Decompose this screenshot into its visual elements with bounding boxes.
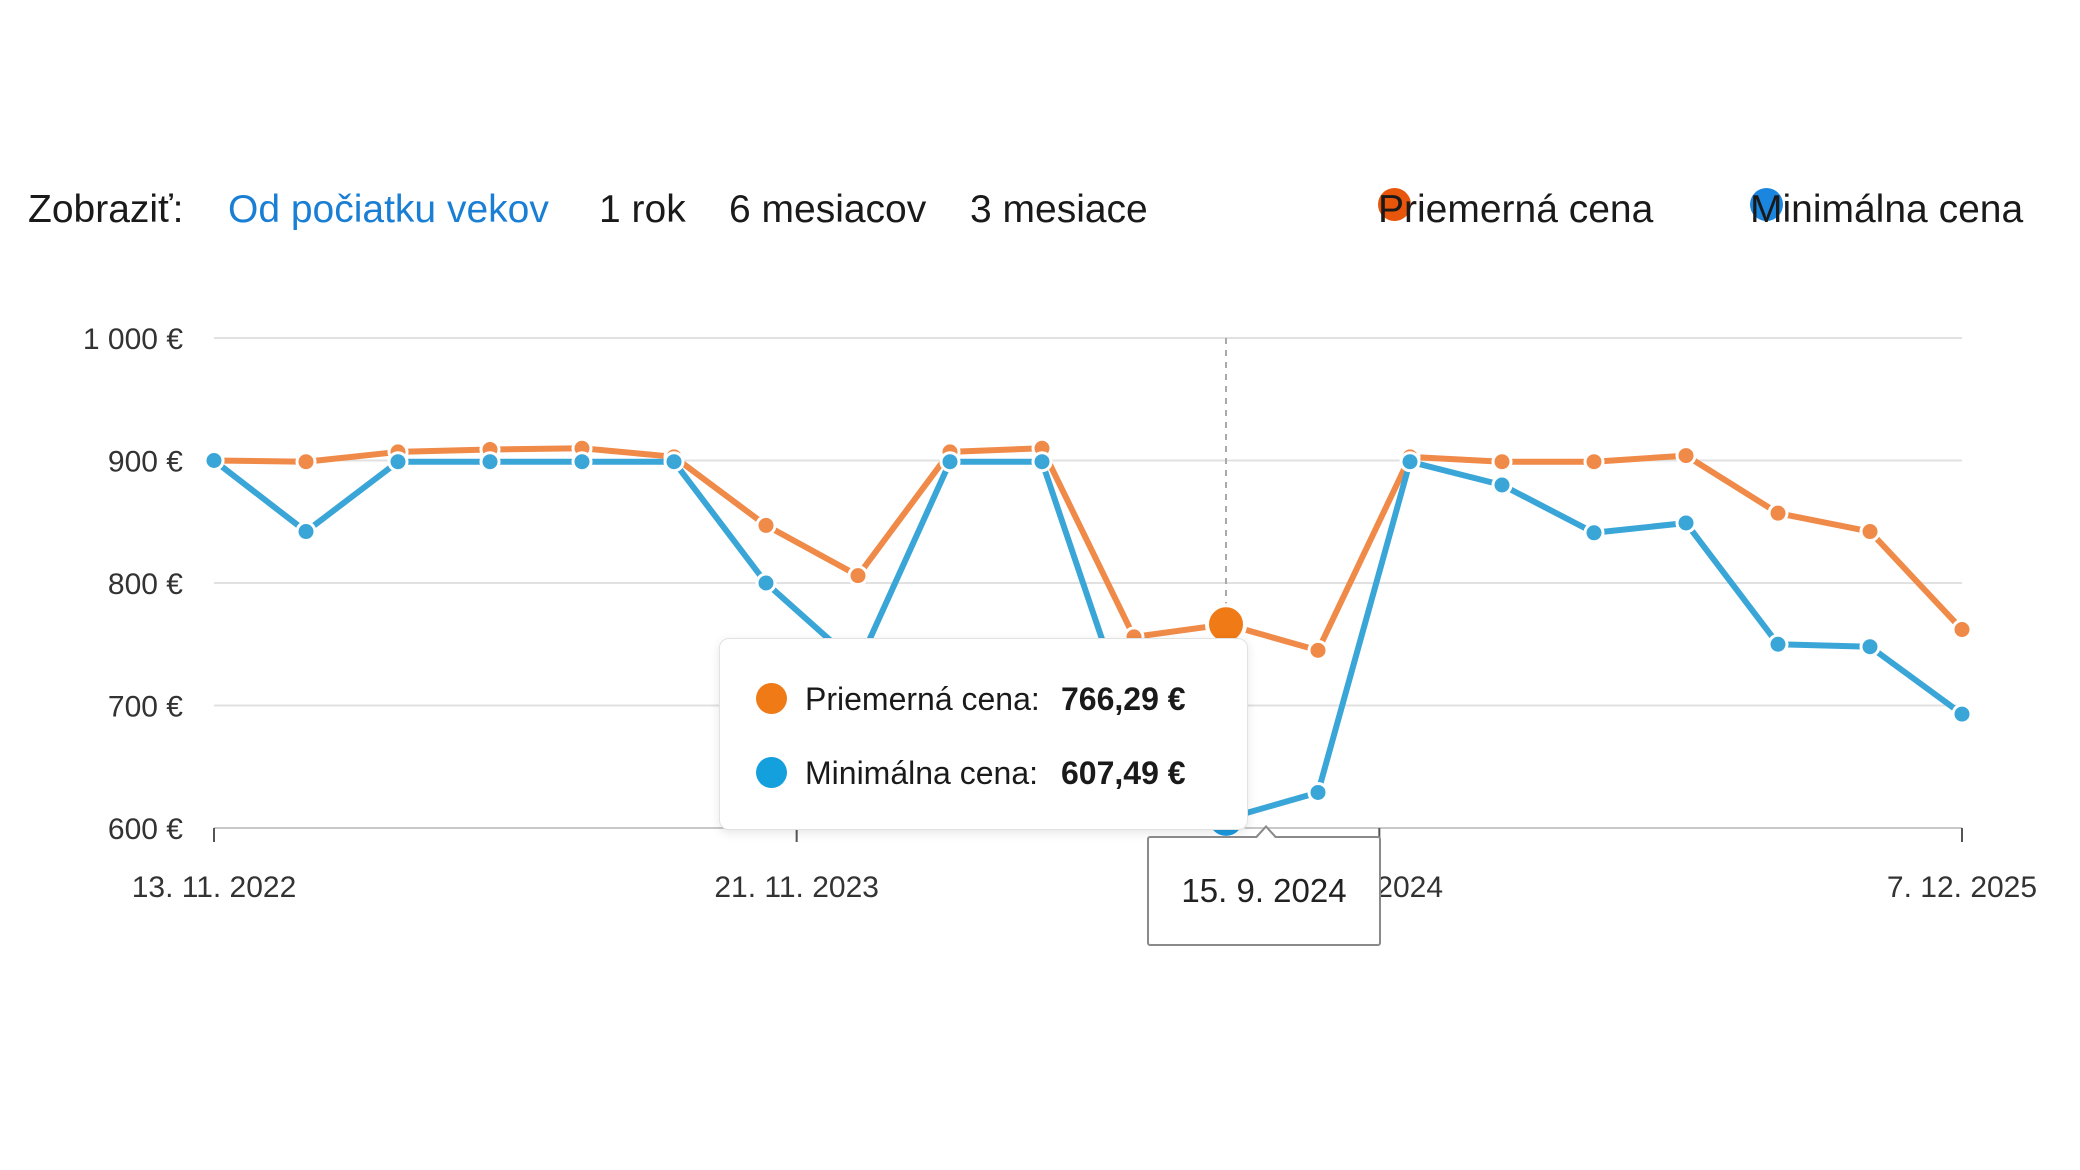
tooltip-label-minimum: Minimálna cena: <box>805 755 1038 791</box>
data-point-average <box>1675 445 1697 467</box>
crosshair-date-label: 15. 9. 2024 <box>1147 825 1381 946</box>
chart-tooltip: Priemerná cena: 766,29 € Minimálna cena: 6… <box>719 638 1248 830</box>
range-3-months-link[interactable]: 3 mesiace <box>970 188 1148 231</box>
data-point-minimum <box>1859 636 1881 658</box>
y-tick-label: 700 € <box>108 691 183 724</box>
x-tick-label: 13. 11. 2022 <box>132 871 297 904</box>
data-point-average <box>1859 521 1881 543</box>
y-tick-label: 900 € <box>108 446 183 479</box>
tooltip-dot-average <box>756 683 787 714</box>
range-label: Zobraziť: <box>28 188 184 231</box>
data-point-minimum <box>1399 451 1421 473</box>
tooltip-label-average: Priemerná cena: <box>805 681 1040 717</box>
data-point-minimum <box>1767 633 1789 655</box>
x-tick-label: 7. 12. 2025 <box>1887 871 2037 904</box>
data-point-average <box>755 514 777 536</box>
data-point-minimum <box>295 521 317 543</box>
x-tick-label: 21. 11. 2023 <box>714 871 879 904</box>
legend-dot-minimum <box>1750 188 1783 221</box>
data-point-average <box>1583 451 1605 473</box>
series-line-average <box>213 445 1965 654</box>
data-point-average <box>1491 451 1513 473</box>
data-point-average <box>847 565 869 587</box>
data-point-average <box>295 451 317 473</box>
range-1-year-link[interactable]: 1 rok <box>599 188 686 231</box>
data-point-minimum <box>479 451 501 473</box>
data-point-minimum <box>663 451 685 473</box>
y-tick-label: 800 € <box>108 568 183 601</box>
series-line-minimum <box>212 458 1964 822</box>
data-point-minimum <box>755 572 777 594</box>
data-point-minimum <box>203 450 225 471</box>
range-6-months-link[interactable]: 6 mesiacov <box>729 188 927 231</box>
tooltip-dot-minimum <box>756 757 787 788</box>
range-toolbar: Zobraziť: Od počiatku vekov 1 rok 6 mesi… <box>28 188 2024 231</box>
tooltip-row-minimum: Minimálna cena: 607,49 € <box>756 755 1186 792</box>
legend-dot-average <box>1378 188 1411 221</box>
data-point-average <box>1767 502 1789 524</box>
range-all-time-link[interactable]: Od počiatku vekov <box>228 188 549 231</box>
data-point-average <box>1307 639 1329 661</box>
data-point-minimum <box>1583 522 1605 544</box>
tooltip-value-minimum: 607,49 € <box>1061 755 1186 791</box>
tooltip-row-average: Priemerná cena: 766,29 € <box>756 681 1186 718</box>
data-point-minimum <box>1675 512 1697 534</box>
data-point-minimum <box>939 451 961 473</box>
crosshair-date-text: 15. 9. 2024 <box>1181 872 1347 909</box>
data-point-minimum <box>571 451 593 473</box>
y-tick-label: 1 000 € <box>83 323 183 356</box>
tooltip-value-average: 766,29 € <box>1061 681 1186 717</box>
data-point-minimum <box>1031 451 1053 473</box>
data-point-minimum <box>1491 474 1513 496</box>
data-point-minimum <box>1951 703 1973 725</box>
data-point-minimum <box>1307 781 1329 803</box>
data-point-average <box>1951 619 1973 641</box>
y-tick-label: 600 € <box>108 813 183 846</box>
data-point-minimum <box>387 451 409 473</box>
